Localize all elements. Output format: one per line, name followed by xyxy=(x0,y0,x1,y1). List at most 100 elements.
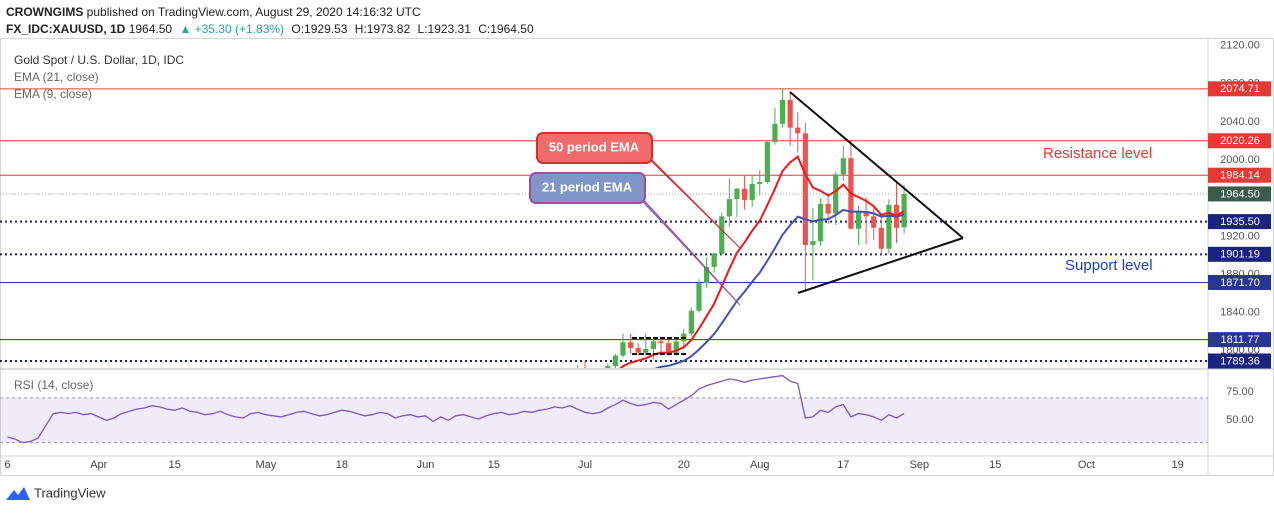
trend-line xyxy=(797,237,964,294)
candle-body xyxy=(772,123,778,142)
candle-body xyxy=(620,342,626,356)
legend-entry: RSI (14, close) xyxy=(14,378,93,392)
level-box xyxy=(1208,353,1271,369)
candle-body xyxy=(635,347,641,353)
x-tick-label: Aug xyxy=(750,459,770,471)
change: ▲ +35.30 (+1.83%) xyxy=(179,22,285,36)
last: 1964.50 xyxy=(128,22,173,36)
candle-body xyxy=(886,204,892,249)
callout-text: 50 period EMA xyxy=(549,139,640,154)
y-tick-label: 50.00 xyxy=(1226,414,1254,426)
callout-pointer xyxy=(635,145,741,249)
candle-body xyxy=(855,211,862,229)
line-series xyxy=(7,374,905,444)
legend-entry: EMA (21, close) xyxy=(14,70,99,84)
symbol: FX_IDC:XAUUSD, 1D xyxy=(6,22,126,36)
x-tick-label: 18 xyxy=(336,459,348,471)
candle-body xyxy=(734,188,740,200)
axes: 1800.001840.001880.001920.001960.002000.… xyxy=(5,40,1271,471)
brand: TradingView xyxy=(6,485,106,500)
candle-body xyxy=(779,99,786,124)
level-box xyxy=(1208,332,1271,348)
header-line: CROWNGIMS published on TradingView.com, … xyxy=(6,5,425,19)
candle-body xyxy=(605,366,611,368)
x-tick-label: 19 xyxy=(1171,459,1183,471)
brand-logo xyxy=(6,487,30,500)
candle-body xyxy=(582,370,587,380)
open: O:1929.53 xyxy=(291,22,348,36)
callout-text: 21 period EMA xyxy=(542,179,633,194)
candle-body xyxy=(825,203,831,214)
level-label: 2074.71 xyxy=(1220,83,1260,95)
candle-body xyxy=(878,227,884,249)
high: H:1973.82 xyxy=(354,22,411,36)
candle-body xyxy=(726,199,732,217)
line-series xyxy=(619,155,905,368)
level-box xyxy=(1208,186,1271,202)
candle-body xyxy=(787,99,793,128)
trend-line xyxy=(789,91,964,239)
rsi-pane xyxy=(0,374,1208,444)
candle-body xyxy=(810,241,816,245)
y-tick-label: 75.00 xyxy=(1226,386,1254,398)
y-tick-label: 2040.00 xyxy=(1220,116,1260,128)
x-tick-label: 20 xyxy=(678,459,690,471)
x-tick-label: Jul xyxy=(578,459,592,471)
candle-body xyxy=(590,375,595,380)
candle-body xyxy=(658,341,664,344)
level-box xyxy=(1208,214,1271,230)
candle-body xyxy=(749,183,755,201)
rsi-band xyxy=(0,397,1208,443)
y-tick-label: 1840.00 xyxy=(1220,307,1260,319)
close: C:1964.50 xyxy=(478,22,534,36)
legend-entry: EMA (9, close) xyxy=(14,87,92,101)
candle-body xyxy=(833,174,839,214)
candle-body xyxy=(871,216,877,228)
x-tick-label: 6 xyxy=(5,459,11,471)
level-note: Resistance level xyxy=(1043,145,1152,162)
callout-box xyxy=(529,172,646,204)
author: CROWNGIMS xyxy=(6,5,84,19)
candle-body xyxy=(598,375,603,376)
candle-body xyxy=(673,341,679,355)
candle-body xyxy=(650,341,656,349)
x-tick-label: Sep xyxy=(910,459,930,471)
brand-name: TradingView xyxy=(34,485,106,500)
callout-box xyxy=(536,132,653,164)
candle-body xyxy=(840,158,846,175)
x-tick-label: 15 xyxy=(989,459,1001,471)
candle-body xyxy=(863,211,869,217)
candle-body xyxy=(711,253,717,267)
candle-body xyxy=(612,355,618,367)
level-label: 1901.19 xyxy=(1220,249,1260,261)
x-tick-label: 15 xyxy=(488,459,500,471)
candle-body xyxy=(741,188,748,201)
level-box xyxy=(1208,81,1271,97)
candle-body xyxy=(688,310,694,334)
candle-body xyxy=(696,283,702,311)
level-label: 1871.70 xyxy=(1220,277,1260,289)
x-tick-label: 17 xyxy=(837,459,849,471)
candle-body xyxy=(703,266,710,284)
drawings: 50 period EMA 21 period EMA Resistance l… xyxy=(529,91,1153,355)
candle-body xyxy=(817,203,824,242)
pane-title: Gold Spot / U.S. Dollar, 1D, IDC xyxy=(14,53,184,67)
candle-body xyxy=(757,182,763,184)
candle-body xyxy=(665,343,672,355)
candle-body xyxy=(795,127,801,134)
x-tick-label: May xyxy=(256,459,277,471)
level-note: Support level xyxy=(1065,257,1153,274)
level-label: 1935.50 xyxy=(1220,216,1260,228)
line-series xyxy=(653,208,905,368)
level-box xyxy=(1208,167,1271,183)
level-label: 1964.50 xyxy=(1220,188,1260,200)
candle-body xyxy=(719,216,725,254)
y-tick-label: 2000.00 xyxy=(1220,154,1260,166)
level-label: 1984.14 xyxy=(1220,170,1260,182)
level-box xyxy=(1208,274,1271,290)
level-box xyxy=(1208,246,1271,262)
quote-line: FX_IDC:XAUUSD, 1D 1964.50 ▲ +35.30 (+1.8… xyxy=(6,22,538,36)
candle-body xyxy=(643,348,649,353)
level-label: 2020.26 xyxy=(1220,135,1260,147)
